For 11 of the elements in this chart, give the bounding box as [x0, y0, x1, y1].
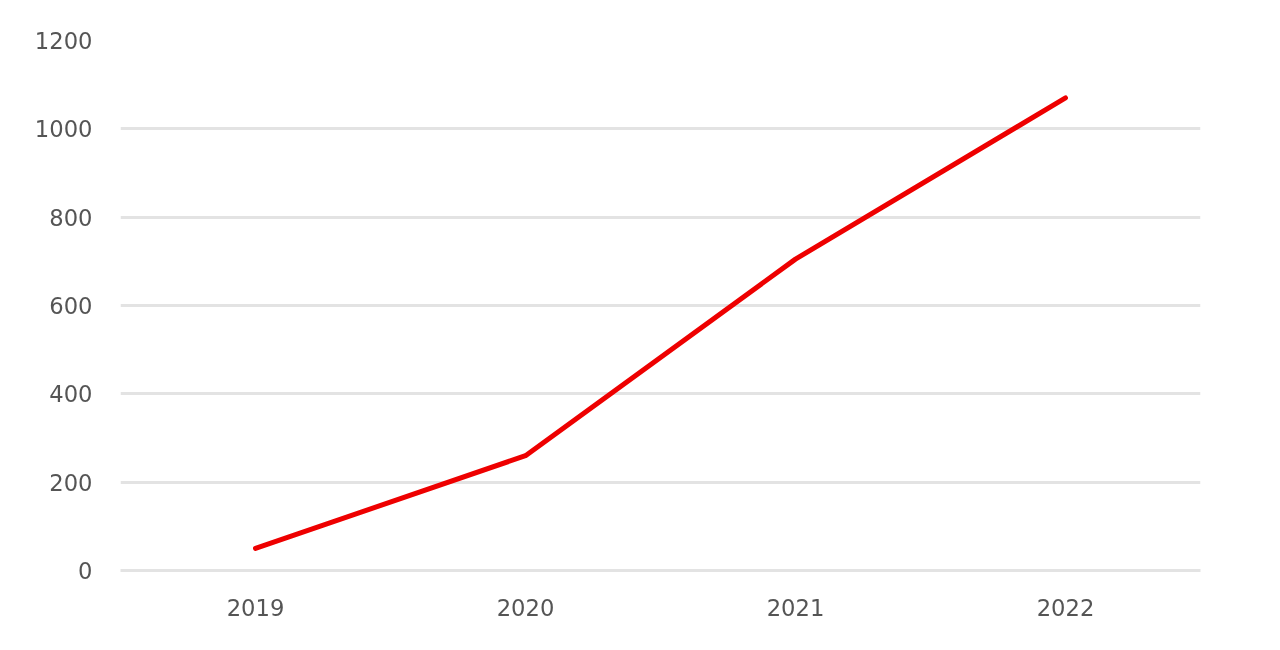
y-tick-label: 400	[49, 381, 93, 408]
x-tick-label: 2019	[226, 594, 285, 621]
y-tick-label: 200	[49, 469, 93, 496]
x-tick-label: 2021	[766, 594, 825, 621]
y-tick-label: 600	[49, 293, 93, 319]
y-tick-label: 1200	[34, 28, 93, 54]
y-tick-label: 800	[49, 204, 93, 231]
y-tick-label: 0	[78, 558, 93, 584]
x-tick-label: 2022	[1036, 594, 1095, 621]
y-tick-label: 1000	[34, 116, 93, 143]
x-tick-label: 2020	[496, 594, 555, 621]
